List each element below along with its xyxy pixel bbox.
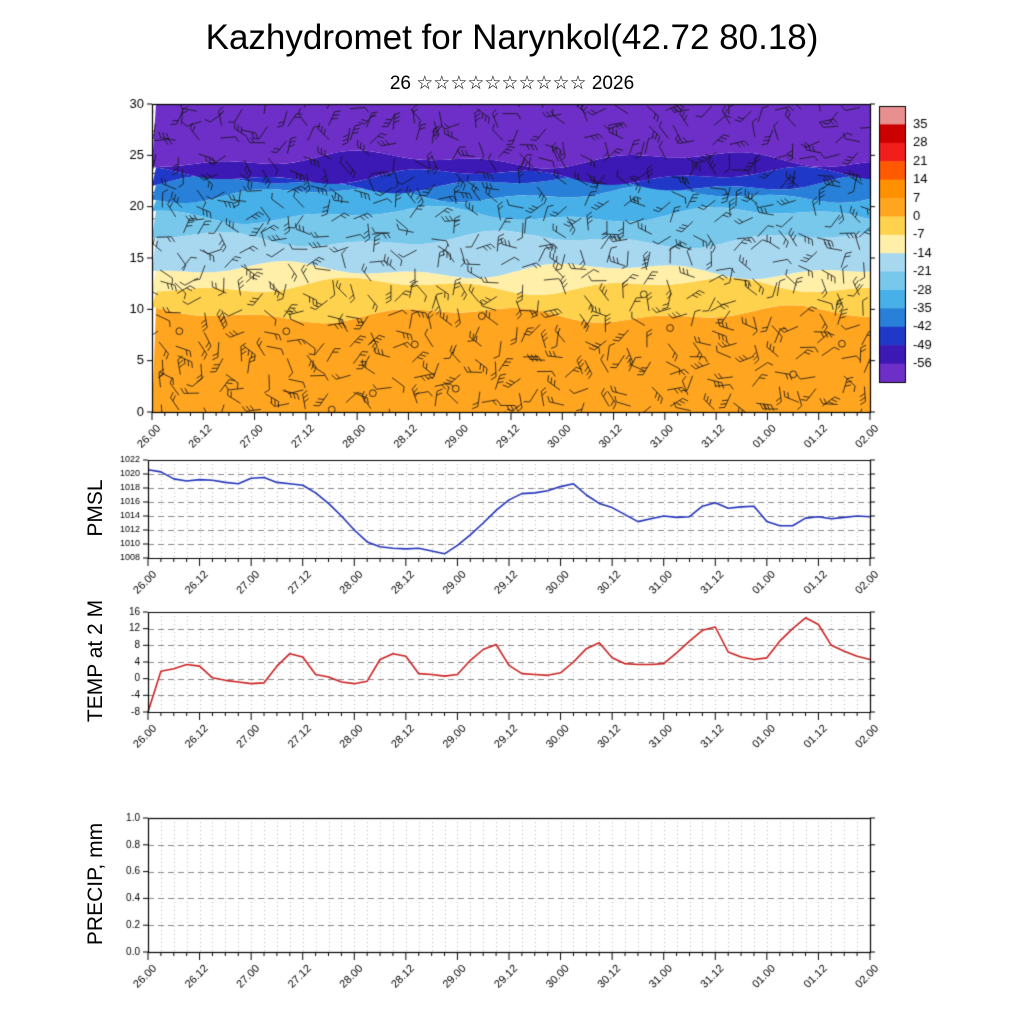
page-title: Kazhydromet for Narynkol(42.72 80.18) bbox=[205, 18, 819, 57]
temp-chart bbox=[0, 600, 1024, 763]
precip-chart bbox=[0, 798, 1024, 1012]
page-subtitle: 26 ☆☆☆☆☆☆☆☆☆☆ 2026 bbox=[389, 73, 635, 94]
pmsl-chart bbox=[0, 448, 1024, 606]
cross-section-chart bbox=[0, 90, 1024, 462]
